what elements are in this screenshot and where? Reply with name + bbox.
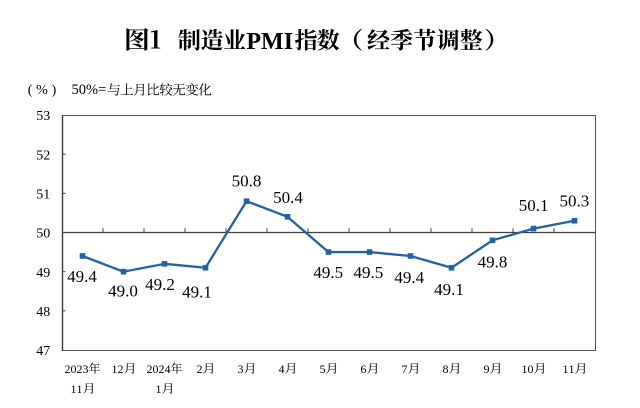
svg-text:49.1: 49.1 bbox=[434, 280, 464, 299]
svg-text:(%): (%) bbox=[28, 83, 60, 98]
svg-text:49.1: 49.1 bbox=[182, 283, 212, 302]
svg-text:8: 8 bbox=[443, 362, 449, 376]
svg-text:49.5: 49.5 bbox=[354, 263, 384, 282]
svg-text:50: 50 bbox=[36, 227, 50, 242]
svg-text:5: 5 bbox=[320, 362, 326, 376]
svg-text:49: 49 bbox=[36, 266, 50, 281]
svg-text:11: 11 bbox=[563, 362, 575, 376]
svg-text:10: 10 bbox=[522, 362, 534, 376]
svg-text:2024: 2024 bbox=[147, 362, 171, 376]
svg-text:49.8: 49.8 bbox=[478, 253, 508, 272]
svg-text:53: 53 bbox=[36, 109, 50, 124]
svg-text:9: 9 bbox=[484, 362, 490, 376]
svg-text:4: 4 bbox=[279, 362, 285, 376]
svg-text:48: 48 bbox=[36, 305, 50, 320]
svg-text:50.8: 50.8 bbox=[232, 171, 262, 190]
svg-text:2023: 2023 bbox=[65, 362, 89, 376]
svg-text:12: 12 bbox=[112, 362, 124, 376]
svg-text:51: 51 bbox=[36, 187, 50, 202]
svg-text:50%=: 50%= bbox=[72, 82, 107, 98]
svg-text:49.0: 49.0 bbox=[108, 281, 138, 300]
svg-text:1: 1 bbox=[156, 382, 162, 396]
svg-text:49.2: 49.2 bbox=[145, 275, 175, 294]
svg-text:50.1: 50.1 bbox=[519, 196, 549, 215]
svg-text:50.3: 50.3 bbox=[560, 191, 590, 210]
svg-text:47: 47 bbox=[36, 344, 50, 359]
svg-text:7: 7 bbox=[402, 362, 408, 376]
svg-text:6: 6 bbox=[361, 362, 367, 376]
svg-text:PMI: PMI bbox=[246, 29, 293, 55]
svg-text:49.4: 49.4 bbox=[394, 268, 424, 287]
svg-text:49.5: 49.5 bbox=[313, 263, 343, 282]
svg-text:50.4: 50.4 bbox=[273, 188, 303, 207]
svg-text:52: 52 bbox=[36, 148, 50, 163]
svg-text:2: 2 bbox=[197, 362, 203, 376]
svg-text:11: 11 bbox=[71, 382, 83, 396]
svg-text:3: 3 bbox=[238, 362, 244, 376]
svg-text:49.4: 49.4 bbox=[67, 267, 97, 286]
